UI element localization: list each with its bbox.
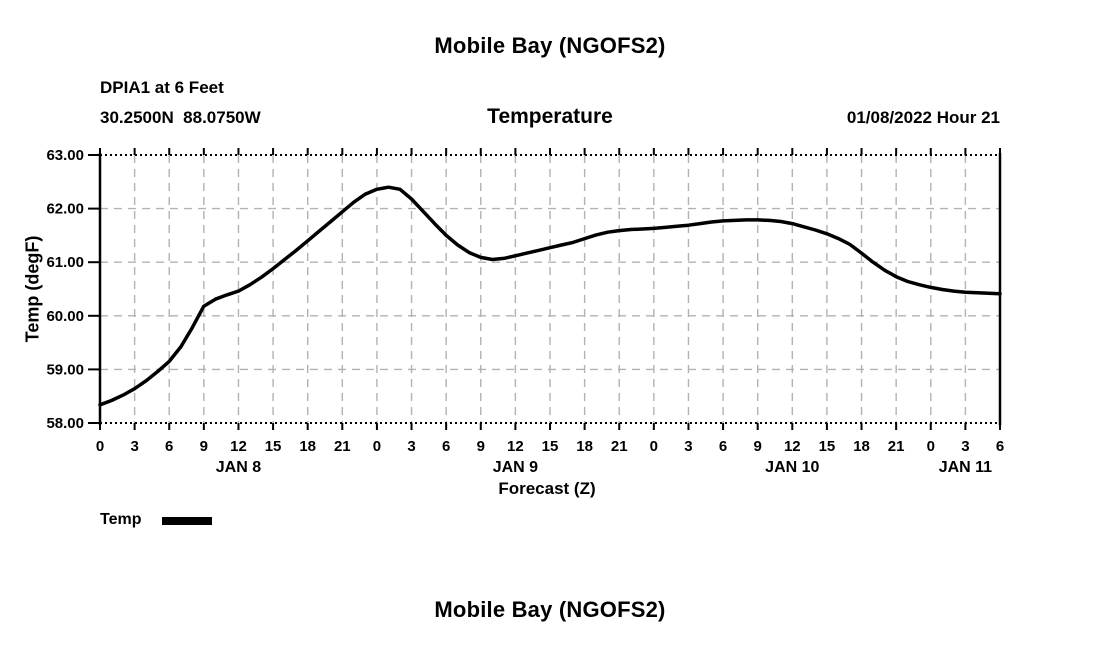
svg-text:6: 6 bbox=[442, 438, 450, 455]
chart-subtitle: Temperature bbox=[487, 105, 613, 128]
svg-text:0: 0 bbox=[373, 438, 381, 455]
svg-text:62.00: 62.00 bbox=[46, 201, 84, 218]
svg-text:0: 0 bbox=[650, 438, 658, 455]
svg-text:3: 3 bbox=[407, 438, 415, 455]
svg-text:61.00: 61.00 bbox=[46, 254, 84, 271]
forecast-datetime: 01/08/2022 Hour 21 bbox=[846, 108, 1000, 127]
svg-text:15: 15 bbox=[819, 438, 836, 455]
svg-text:63.00: 63.00 bbox=[46, 147, 84, 164]
svg-text:6: 6 bbox=[996, 438, 1004, 455]
svg-text:JAN 8: JAN 8 bbox=[216, 459, 261, 476]
svg-text:3: 3 bbox=[130, 438, 138, 455]
y-axis-label: Temp (degF) bbox=[22, 235, 43, 343]
station-name: DPIA1 at 6 Feet bbox=[100, 78, 224, 97]
svg-text:9: 9 bbox=[754, 438, 762, 455]
svg-text:21: 21 bbox=[888, 438, 905, 455]
svg-text:0: 0 bbox=[96, 438, 104, 455]
svg-text:12: 12 bbox=[784, 438, 801, 455]
svg-text:15: 15 bbox=[265, 438, 282, 455]
svg-text:9: 9 bbox=[477, 438, 485, 455]
svg-text:12: 12 bbox=[507, 438, 524, 455]
svg-text:6: 6 bbox=[719, 438, 727, 455]
svg-text:6: 6 bbox=[165, 438, 173, 455]
x-axis-label: Forecast (Z) bbox=[498, 479, 596, 498]
chart-title: Mobile Bay (NGOFS2) bbox=[434, 33, 666, 58]
svg-text:12: 12 bbox=[230, 438, 247, 455]
svg-text:21: 21 bbox=[334, 438, 351, 455]
svg-text:JAN 10: JAN 10 bbox=[765, 459, 819, 476]
svg-text:JAN 9: JAN 9 bbox=[493, 459, 538, 476]
next-chart-title: Mobile Bay (NGOFS2) bbox=[434, 597, 666, 622]
legend-label: Temp bbox=[100, 511, 142, 528]
svg-text:18: 18 bbox=[299, 438, 316, 455]
svg-text:3: 3 bbox=[961, 438, 969, 455]
svg-text:JAN 11: JAN 11 bbox=[939, 459, 992, 476]
station-coordinates: 30.2500N 88.0750W bbox=[100, 108, 261, 127]
svg-text:15: 15 bbox=[542, 438, 559, 455]
svg-text:59.00: 59.00 bbox=[46, 361, 84, 378]
svg-text:3: 3 bbox=[684, 438, 692, 455]
svg-text:18: 18 bbox=[853, 438, 870, 455]
legend-line-swatch bbox=[162, 517, 212, 525]
svg-text:21: 21 bbox=[611, 438, 628, 455]
svg-text:18: 18 bbox=[576, 438, 593, 455]
svg-text:60.00: 60.00 bbox=[46, 308, 84, 325]
svg-text:9: 9 bbox=[200, 438, 208, 455]
svg-text:58.00: 58.00 bbox=[46, 415, 84, 432]
svg-text:0: 0 bbox=[927, 438, 935, 455]
